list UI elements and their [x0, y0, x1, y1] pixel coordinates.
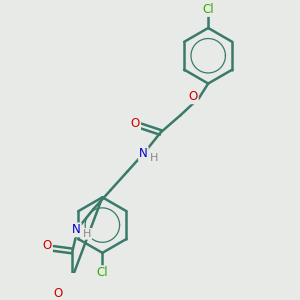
Text: N: N: [72, 223, 81, 236]
Text: O: O: [188, 90, 198, 103]
Text: N: N: [139, 147, 148, 160]
Text: O: O: [54, 287, 63, 300]
Text: Cl: Cl: [202, 3, 214, 16]
Text: Cl: Cl: [97, 266, 108, 279]
Text: O: O: [43, 239, 52, 252]
Text: H: H: [150, 153, 158, 163]
Text: H: H: [83, 229, 91, 239]
Text: O: O: [131, 117, 140, 130]
